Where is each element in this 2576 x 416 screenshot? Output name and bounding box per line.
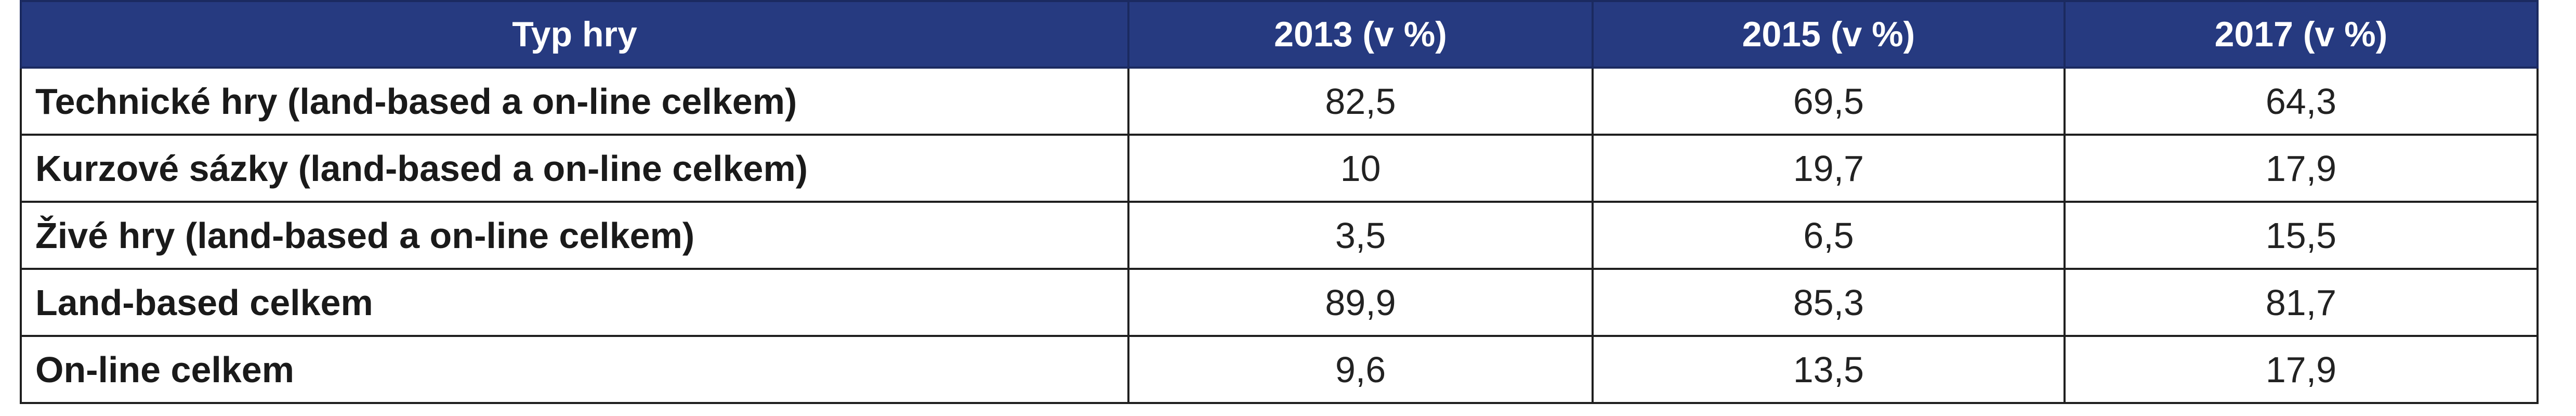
cell-2015: 6,5 [1592,201,2066,270]
cell-2017: 17,9 [2064,335,2539,404]
column-header-game-type: Typ hry [20,0,1129,69]
table-row: Kurzové sázky (land-based a on-line celk… [20,134,2539,203]
header-row: Typ hry 2013 (v %) 2015 (v %) 2017 (v %) [20,0,2539,69]
cell-2013: 9,6 [1127,335,1594,404]
cell-2013: 3,5 [1127,201,1594,270]
cell-2017: 64,3 [2064,67,2539,136]
row-label: Land-based celkem [20,268,1129,337]
cell-2017: 81,7 [2064,268,2539,337]
table-row: On-line celkem 9,6 13,5 17,9 [20,335,2539,404]
cell-2015: 13,5 [1592,335,2066,404]
table-row: Land-based celkem 89,9 85,3 81,7 [20,268,2539,337]
data-table: Typ hry 2013 (v %) 2015 (v %) 2017 (v %)… [20,0,2539,404]
row-label: Živé hry (land-based a on-line celkem) [20,201,1129,270]
column-header-2013: 2013 (v %) [1127,0,1594,69]
table-header: Typ hry 2013 (v %) 2015 (v %) 2017 (v %) [20,0,2539,69]
row-label: Kurzové sázky (land-based a on-line celk… [20,134,1129,203]
cell-2013: 89,9 [1127,268,1594,337]
row-label: On-line celkem [20,335,1129,404]
cell-2015: 85,3 [1592,268,2066,337]
column-header-2017: 2017 (v %) [2064,0,2539,69]
cell-2015: 69,5 [1592,67,2066,136]
table-row: Živé hry (land-based a on-line celkem) 3… [20,201,2539,270]
cell-2013: 82,5 [1127,67,1594,136]
cell-2017: 17,9 [2064,134,2539,203]
cell-2013: 10 [1127,134,1594,203]
cell-2017: 15,5 [2064,201,2539,270]
data-table-container: Typ hry 2013 (v %) 2015 (v %) 2017 (v %)… [20,0,2539,404]
table-row: Technické hry (land-based a on-line celk… [20,67,2539,136]
column-header-2015: 2015 (v %) [1592,0,2066,69]
row-label: Technické hry (land-based a on-line celk… [20,67,1129,136]
table-body: Technické hry (land-based a on-line celk… [20,67,2539,404]
cell-2015: 19,7 [1592,134,2066,203]
